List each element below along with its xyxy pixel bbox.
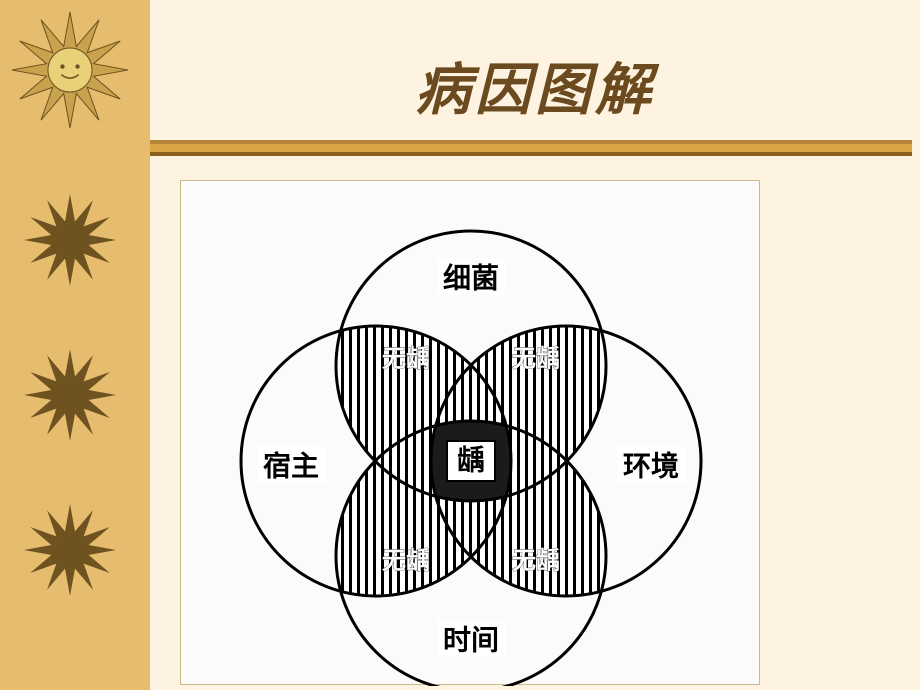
venn-overlap-label-2: 无龋 <box>382 548 430 575</box>
sun-icon <box>14 339 126 451</box>
main-area: 病因图解 细菌环境时间宿主无龋无龋无龋无龋龋 <box>150 0 920 690</box>
venn-center-label: 龋 <box>457 444 485 476</box>
venn-diagram: 细菌环境时间宿主无龋无龋无龋无龋龋 <box>181 181 761 686</box>
sun-icon <box>2 2 138 138</box>
sun-icon <box>14 494 126 606</box>
venn-overlap-label-0: 无龋 <box>382 346 430 373</box>
venn-label-top: 细菌 <box>443 261 499 294</box>
sidebar <box>0 0 150 690</box>
venn-label-right: 环境 <box>623 450 679 482</box>
venn-label-bottom: 时间 <box>443 624 499 656</box>
sun-icon <box>14 184 126 296</box>
title-underline <box>150 140 912 156</box>
venn-overlap-label-1: 无龋 <box>512 346 560 373</box>
venn-label-left: 宿主 <box>263 449 319 482</box>
venn-overlap-label-3: 无龋 <box>512 548 560 575</box>
venn-diagram-panel: 细菌环境时间宿主无龋无龋无龋无龋龋 <box>180 180 760 685</box>
slide-title: 病因图解 <box>150 45 920 126</box>
